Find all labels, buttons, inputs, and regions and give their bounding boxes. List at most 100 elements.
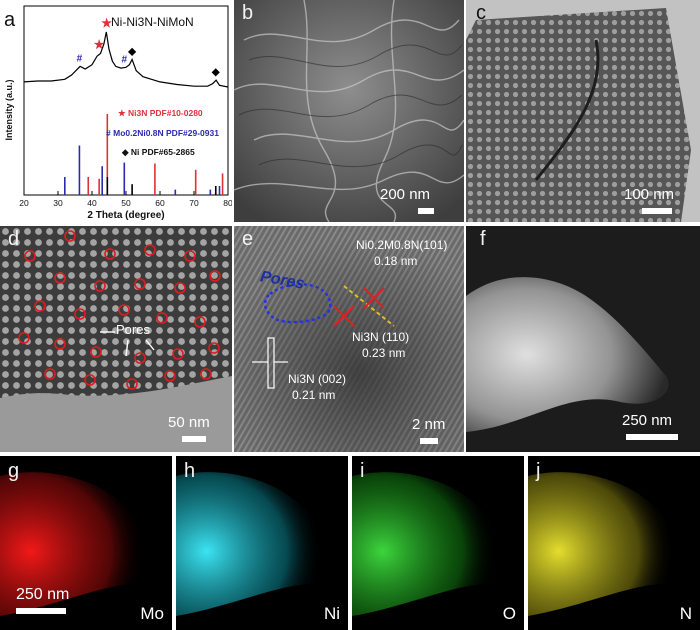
scale-bar-g bbox=[16, 608, 66, 614]
peak-marker: ◆ bbox=[127, 47, 136, 58]
x-tick-label: 50 bbox=[121, 198, 131, 208]
scale-label-c: 100 nm bbox=[624, 186, 675, 203]
xrd-chart: 20 30 40 50 60 70 80 #★★#◆◆ a Ni-Ni3N-NiMoN In… bbox=[4, 5, 232, 221]
panel-b-sem-image: b 200 nm bbox=[234, 0, 464, 222]
legend-ni: ◆ Ni PDF#65-2865 bbox=[121, 147, 195, 157]
x-tick-label: 60 bbox=[155, 198, 165, 208]
haadf-texture bbox=[466, 226, 700, 452]
scale-bar-b bbox=[418, 208, 434, 214]
peak-marker: ★ bbox=[94, 38, 105, 52]
element-label-mo: Mo bbox=[140, 604, 164, 623]
xrd-series-line bbox=[23, 31, 229, 88]
x-tick-label: 80 bbox=[223, 198, 232, 208]
sem-texture bbox=[234, 0, 464, 222]
panel-label-j: j bbox=[536, 460, 541, 482]
scale-label-g: 250 nm bbox=[16, 586, 70, 603]
eds-map-mo bbox=[0, 472, 154, 616]
xrd-ylabel: Intensity (a.u.) bbox=[4, 79, 14, 140]
panel-label-f: f bbox=[480, 228, 486, 250]
pore-circle-marker bbox=[90, 346, 102, 358]
pore-circle-marker bbox=[118, 304, 130, 316]
x-tick-label: 20 bbox=[19, 198, 29, 208]
pore-circle-marker bbox=[74, 308, 86, 320]
pore-circle-marker bbox=[24, 250, 36, 262]
lattice-label-110: Ni3N (110) bbox=[352, 330, 410, 344]
pore-circle-marker bbox=[184, 250, 196, 262]
pore-circle-marker bbox=[44, 368, 56, 380]
pore-circle-marker bbox=[34, 300, 46, 312]
scale-label-b: 200 nm bbox=[380, 186, 431, 203]
pore-circle-marker bbox=[126, 378, 138, 390]
xrd-xlabel: 2 Theta (degree) bbox=[87, 210, 164, 221]
scale-bar-d bbox=[182, 436, 206, 442]
scale-label-f: 250 nm bbox=[622, 412, 673, 429]
lattice-label-002: Ni3N (002) bbox=[288, 372, 347, 386]
scale-bar-e bbox=[420, 438, 438, 444]
pore-circle-marker bbox=[156, 312, 168, 324]
element-label-o: O bbox=[502, 604, 516, 623]
peak-marker: # bbox=[77, 53, 83, 64]
lattice-spacing-101: 0.18 nm bbox=[374, 254, 418, 268]
peak-marker: # bbox=[122, 54, 128, 65]
pore-circle-marker bbox=[134, 278, 146, 290]
pore-circle-marker bbox=[172, 348, 184, 360]
pore-circle-marker bbox=[144, 244, 156, 256]
pore-circle-marker bbox=[164, 370, 176, 382]
lattice-spacing-002: 0.21 nm bbox=[292, 388, 336, 402]
panel-label-d: d bbox=[8, 228, 20, 250]
lattice-spacing-110: 0.23 nm bbox=[362, 346, 406, 360]
panel-label-a: a bbox=[4, 9, 16, 31]
xrd-legend: ★ Ni3N PDF#10-0280 # Mo0.2Ni0.8N PDF#29-… bbox=[106, 108, 219, 157]
panel-c-tem-image: c 100 nm bbox=[466, 0, 700, 222]
scale-label-d: 50 nm bbox=[168, 414, 210, 431]
x-tick-label: 70 bbox=[189, 198, 199, 208]
pore-circle-marker bbox=[54, 338, 66, 350]
x-tick-label: 40 bbox=[87, 198, 97, 208]
panel-g-map-mo: g 250 nm Mo bbox=[0, 456, 172, 630]
peak-marker: ★ bbox=[101, 16, 112, 30]
pore-circle-marker bbox=[200, 368, 212, 380]
scale-bar-c bbox=[642, 208, 672, 214]
panel-f-haadf: f 250 nm bbox=[466, 226, 700, 452]
tem-texture-d bbox=[0, 226, 232, 452]
pores-annotation-d: Pores bbox=[116, 322, 150, 337]
panel-label-i: i bbox=[360, 460, 365, 482]
eds-map-n bbox=[528, 472, 682, 616]
lattice-label-101: Ni0.2M0.8N(101) bbox=[356, 238, 448, 252]
pore-circle-marker bbox=[134, 352, 146, 364]
hrtem-texture bbox=[234, 226, 464, 452]
panel-a-xrd: 20 30 40 50 60 70 80 # ★ ★ # ◆ ◆ a Ni-Ni3N-NiMoN In… bbox=[0, 0, 232, 222]
panel-h-map-ni: h Ni bbox=[176, 456, 348, 630]
element-label-ni: Ni bbox=[323, 604, 340, 623]
panel-label-b: b bbox=[242, 2, 254, 24]
peak-marker: ◆ bbox=[211, 67, 220, 78]
panel-j-map-n: j N bbox=[528, 456, 700, 630]
legend-moni-n: # Mo0.2Ni0.8N PDF#29-0931 bbox=[106, 128, 219, 138]
eds-map-ni bbox=[176, 472, 330, 616]
panel-label-c: c bbox=[476, 2, 486, 24]
pore-circle-marker bbox=[18, 332, 30, 344]
x-tick-label: 30 bbox=[53, 198, 63, 208]
scale-bar-f bbox=[626, 434, 678, 440]
legend-ni3n: ★ Ni3N PDF#10-0280 bbox=[118, 108, 203, 118]
pore-circle-marker bbox=[84, 374, 96, 386]
pore-circle-marker bbox=[54, 272, 66, 284]
xrd-plot-frame bbox=[23, 5, 229, 196]
pore-circle-marker bbox=[64, 230, 76, 242]
pore-circle-marker bbox=[94, 280, 106, 292]
pore-circle-marker bbox=[174, 282, 186, 294]
pore-circle-marker bbox=[209, 270, 221, 282]
pore-circle-marker bbox=[194, 316, 206, 328]
xrd-title: Ni-Ni3N-NiMoN bbox=[111, 15, 194, 29]
panel-i-map-o: i O bbox=[352, 456, 524, 630]
pore-circle-marker bbox=[104, 248, 116, 260]
panel-label-h: h bbox=[184, 460, 196, 482]
eds-map-o bbox=[352, 472, 506, 616]
panel-label-e: e bbox=[242, 228, 254, 250]
element-label-n: N bbox=[679, 604, 692, 623]
panel-d-tem-pores: d Pores 50 nm bbox=[0, 226, 232, 452]
scale-label-e: 2 nm bbox=[412, 416, 446, 433]
pore-circle-marker bbox=[208, 342, 220, 354]
panel-e-hrtem: e Pores Ni0.2M0.8N(101) 0.18 nm Ni3N (11… bbox=[234, 226, 464, 452]
tem-texture-c bbox=[466, 0, 700, 222]
